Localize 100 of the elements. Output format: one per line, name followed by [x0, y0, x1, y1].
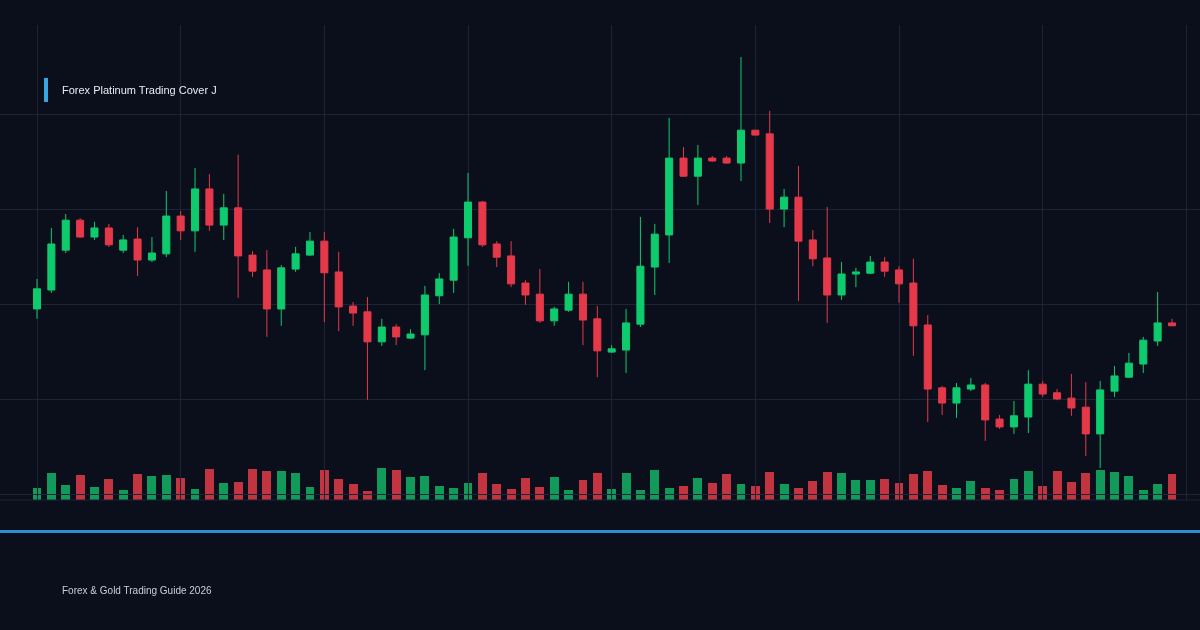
candlestick	[981, 382, 990, 442]
candlestick	[349, 301, 358, 327]
candlestick	[578, 281, 587, 346]
candlestick	[463, 172, 473, 267]
candlestick	[837, 261, 846, 301]
candlestick	[952, 382, 961, 419]
candlestick	[794, 165, 803, 302]
bar	[865, 479, 875, 500]
bar	[1095, 469, 1105, 500]
candlestick	[492, 240, 501, 268]
candlestick	[147, 236, 156, 263]
candlestick	[1024, 369, 1033, 434]
candlestick	[593, 305, 602, 378]
candlestick	[823, 206, 832, 324]
bar	[822, 471, 832, 500]
candlestick	[736, 56, 746, 182]
bar	[837, 473, 847, 500]
text: Forex & Gold Trading Guide 2026	[62, 585, 212, 596]
bar	[161, 475, 171, 500]
bar	[1124, 476, 1134, 500]
candlestick	[636, 216, 645, 328]
bar	[391, 469, 401, 500]
candlestick	[995, 414, 1004, 430]
bar	[291, 473, 301, 500]
candlestick	[449, 228, 458, 294]
candlestick	[205, 173, 214, 232]
bar	[549, 476, 559, 500]
candlestick	[650, 223, 659, 296]
candlestick	[47, 227, 56, 294]
bar	[104, 478, 114, 500]
bar	[1081, 473, 1091, 500]
candlestick	[262, 249, 271, 338]
bar	[334, 478, 344, 500]
candlestick	[866, 255, 875, 275]
candlestick	[305, 231, 314, 257]
candlestick	[923, 314, 932, 423]
candlestick	[1067, 373, 1076, 417]
bar	[923, 470, 933, 500]
bar	[248, 468, 257, 500]
bar	[1023, 470, 1033, 500]
candlestick	[507, 240, 516, 288]
candlestick	[938, 385, 947, 416]
bar	[262, 470, 272, 500]
candlestick	[909, 258, 918, 357]
candlestick	[291, 246, 300, 273]
bar	[75, 475, 85, 500]
bar	[147, 476, 157, 500]
candlestick	[751, 129, 760, 136]
candlestick	[219, 193, 228, 241]
candlestick	[61, 213, 70, 254]
candlestick	[1153, 291, 1162, 347]
candlestick	[420, 285, 429, 371]
candlestick	[191, 167, 200, 253]
bar	[880, 478, 890, 500]
candlestick	[1124, 352, 1133, 379]
candlestick	[765, 110, 774, 224]
bar	[1110, 471, 1119, 500]
bar	[521, 477, 530, 500]
candlestick	[607, 344, 616, 354]
bar	[276, 470, 286, 500]
candlestick	[90, 221, 99, 241]
candlestick	[880, 256, 889, 278]
bar	[722, 474, 732, 500]
bar	[477, 473, 487, 500]
candlestick	[377, 318, 386, 347]
candlestick	[550, 306, 559, 327]
candlestick	[119, 234, 128, 254]
candlestick	[104, 223, 113, 248]
candlestick	[234, 154, 243, 299]
candlestick	[133, 226, 142, 277]
candlestick	[1053, 388, 1062, 401]
candlestick	[679, 146, 688, 178]
candlestick	[1139, 336, 1148, 374]
candlestick	[248, 250, 257, 278]
bar	[406, 476, 415, 500]
bar	[851, 479, 861, 500]
candlestick	[521, 279, 530, 306]
candlestick	[564, 281, 573, 313]
candlestick	[392, 323, 401, 346]
candlestick	[708, 155, 717, 163]
bar	[1052, 470, 1062, 500]
annotation: Forex Platinum Trading Cover J	[62, 84, 217, 96]
candlestick	[406, 328, 415, 340]
candlestick	[1081, 381, 1090, 457]
candlestick	[478, 200, 487, 248]
candlestick	[176, 210, 185, 241]
bar	[592, 473, 602, 500]
candlestick	[622, 308, 631, 374]
candlestick	[1110, 365, 1119, 398]
bar	[46, 473, 56, 500]
candlestick	[851, 267, 860, 288]
bar	[133, 474, 143, 500]
bar	[765, 471, 775, 500]
bar	[650, 469, 660, 500]
bar	[621, 473, 631, 500]
candlestick	[435, 272, 444, 305]
bar	[420, 476, 430, 500]
bar	[908, 474, 918, 500]
bar	[693, 477, 703, 500]
candlestick	[722, 155, 731, 165]
